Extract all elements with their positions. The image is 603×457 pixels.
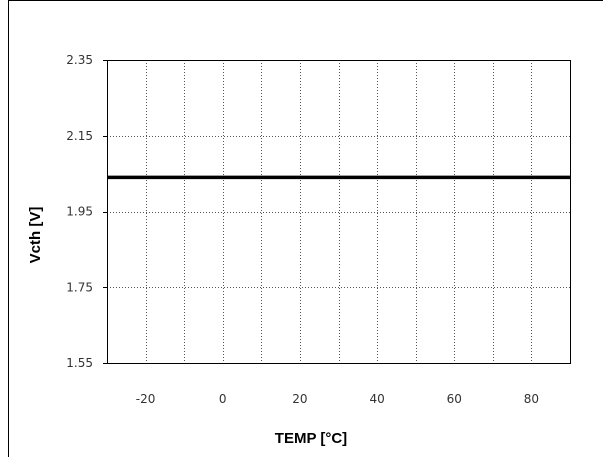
x-tick-label: 20	[292, 392, 307, 406]
x-tick-label: 60	[447, 392, 462, 406]
plot-frame-layer	[103, 60, 571, 364]
plot-area-border	[107, 60, 571, 364]
x-tick-label: 40	[369, 392, 384, 406]
y-tick-label: 1.55	[66, 356, 93, 370]
tick-label-layer: 1.55 1.75 1.95 2.15 2.35 -20 0 20 40 60 80	[66, 53, 539, 406]
y-tick-label: 1.95	[66, 205, 93, 219]
x-tick-label: 0	[219, 392, 227, 406]
y-tick-label: 2.35	[66, 53, 93, 67]
x-tick-label: -20	[136, 392, 156, 406]
y-tick-label: 1.75	[66, 280, 93, 294]
y-axis-title: Vcth [V]	[27, 207, 44, 264]
y-tick-label: 2.15	[66, 129, 93, 143]
x-tick-label: 80	[524, 392, 539, 406]
x-axis-title: TEMP [°C]	[275, 430, 347, 447]
grid-layer	[107, 60, 570, 363]
